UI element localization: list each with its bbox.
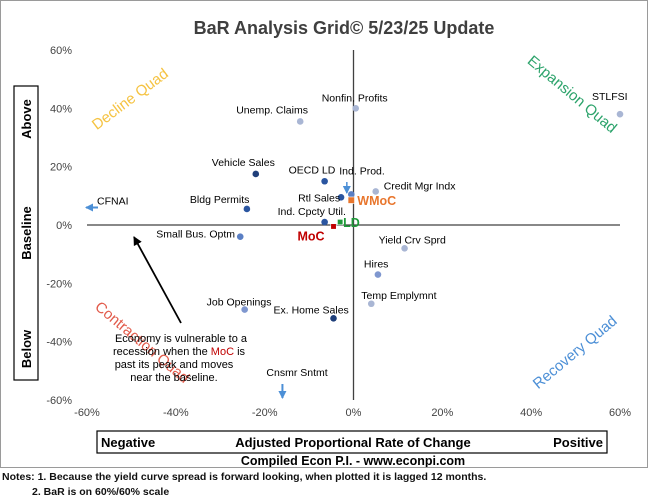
annotation-line: recession when the MoC is	[113, 346, 246, 358]
point-hires	[374, 271, 382, 278]
y-tick-label: 0%	[56, 220, 72, 232]
point-stlfsi	[616, 110, 624, 118]
point-ind-cpcty-util	[321, 218, 328, 226]
label-ind-cpcty-util: Ind. Cpcty Util.	[278, 206, 346, 218]
x-tick-label: -20%	[252, 407, 278, 419]
x-tick-label: 40%	[520, 407, 542, 419]
recovery-quad-label: Recovery Quad	[530, 313, 621, 393]
annotation-line: past its peak and moves	[115, 359, 234, 371]
annotation-segment: is	[234, 346, 246, 358]
ylabel-box	[13, 85, 39, 381]
point-rtl-sales	[337, 193, 345, 201]
decline-quad-label: Decline Quad	[89, 65, 172, 133]
label-job-openings: Job Openings	[207, 297, 272, 309]
label-oecd-ld: OECD LD	[289, 164, 336, 176]
point-nonfin-profits	[352, 105, 360, 112]
point-unemp-claims	[296, 118, 304, 125]
label-credit-mgr-indx: Credit Mgr Indx	[384, 180, 457, 192]
label-ld: LD	[343, 216, 360, 230]
point-wmoc	[347, 196, 355, 204]
ylabel-baseline: Baseline	[19, 206, 34, 259]
note-1: Notes: 1. Because the yield curve spread…	[2, 471, 487, 483]
x-tick-label: -40%	[163, 407, 189, 419]
point-small-bus-optm	[236, 233, 244, 240]
label-bldg-permits: Bldg Permits	[190, 194, 250, 206]
x-tick-label: 60%	[609, 407, 631, 419]
xlabel-center: Adjusted Proportional Rate of Change	[235, 435, 470, 450]
y-tick-label: -40%	[46, 337, 72, 349]
y-tick-label: 60%	[50, 45, 72, 57]
label-moc: MoC	[298, 229, 325, 243]
ylabel-below: Below	[19, 329, 34, 368]
xlabel-positive: Positive	[553, 435, 603, 450]
label-stlfsi: STLFSI	[592, 91, 628, 103]
y-tick-label: -60%	[46, 395, 72, 407]
label-rtl-sales: Rtl Sales	[298, 192, 340, 204]
label-small-bus-optm: Small Bus. Optm	[156, 229, 235, 241]
label-ind-prod: Ind. Prod.	[339, 165, 385, 177]
point-temp-emplymnt	[367, 300, 375, 308]
annotation-text: Economy is vulnerable to a recession when…	[113, 333, 248, 384]
label-vehicle-sales: Vehicle Sales	[212, 157, 275, 169]
cnsmr-sntmt-label: Cnsmr Sntmt	[266, 367, 327, 379]
bar-analysis-grid-chart: BaR Analysis Grid© 5/23/25 Update Declin…	[13, 18, 631, 467]
xlabel-negative: Negative	[101, 435, 155, 450]
annotation-line: near the baseline.	[130, 372, 217, 384]
label-nonfin-profits: Nonfin. Profits	[322, 92, 388, 104]
annotation-segment: Economy is vulnerable to a	[115, 333, 248, 345]
credit-line: Compiled Econ P.I. - www.econpi.com	[241, 454, 465, 467]
x-tick-label: -60%	[74, 407, 100, 419]
point-ex-home-sales	[330, 315, 337, 322]
xlabel-box	[96, 430, 608, 454]
label-wmoc: WMoC	[357, 194, 396, 208]
annotation-line: Economy is vulnerable to a	[115, 333, 248, 345]
data-points: Nonfin. Profits STLFSI Unemp. Claims Vehicl…	[156, 91, 628, 322]
annotation-segment: recession when the	[113, 346, 211, 358]
y-tick-label: 20%	[50, 162, 72, 174]
point-credit-mgr-indx	[372, 188, 380, 195]
point-vehicle-sales	[252, 170, 260, 178]
annotation-segment: near the baseline.	[130, 372, 217, 384]
label-temp-emplymnt: Temp Emplymnt	[361, 290, 436, 302]
x-tick-label: 0%	[346, 407, 362, 419]
label-yield-crv-sprd: Yield Crv Sprd	[379, 234, 446, 246]
point-bldg-permits	[243, 205, 251, 213]
annotation-arrow	[133, 236, 182, 324]
label-ex-home-sales: Ex. Home Sales	[274, 304, 349, 316]
point-ld	[337, 219, 344, 226]
annotation-segment: past its peak and moves	[115, 359, 234, 371]
chart-frame: BaR Analysis Grid© 5/23/25 Update Declin…	[0, 0, 648, 468]
label-hires: Hires	[364, 259, 389, 271]
point-oecd-ld	[321, 177, 328, 185]
point-moc	[330, 223, 337, 230]
annotation-segment: MoC	[211, 346, 234, 358]
cfnai-label: CFNAI	[97, 196, 129, 208]
point-ind-prod	[347, 191, 355, 198]
y-tick-label: 40%	[50, 103, 72, 115]
label-unemp-claims: Unemp. Claims	[236, 104, 308, 116]
tick-labels: -60% -40% -20% 0% 20% 40% 60% 60% 40% 20% 0% -20% -4…	[46, 45, 631, 419]
note-2: 2. BaR is on 60%/60% scale	[32, 486, 170, 498]
annotation-arrows: CFNAI Cnsmr Sntmt	[85, 182, 351, 399]
point-yield-crv-sprd	[401, 245, 408, 252]
x-tick-label: 20%	[431, 407, 453, 419]
y-tick-label: -20%	[46, 278, 72, 290]
chart-title: BaR Analysis Grid© 5/23/25 Update	[194, 18, 495, 38]
point-job-openings	[241, 306, 248, 313]
ylabel-above: Above	[19, 99, 34, 139]
